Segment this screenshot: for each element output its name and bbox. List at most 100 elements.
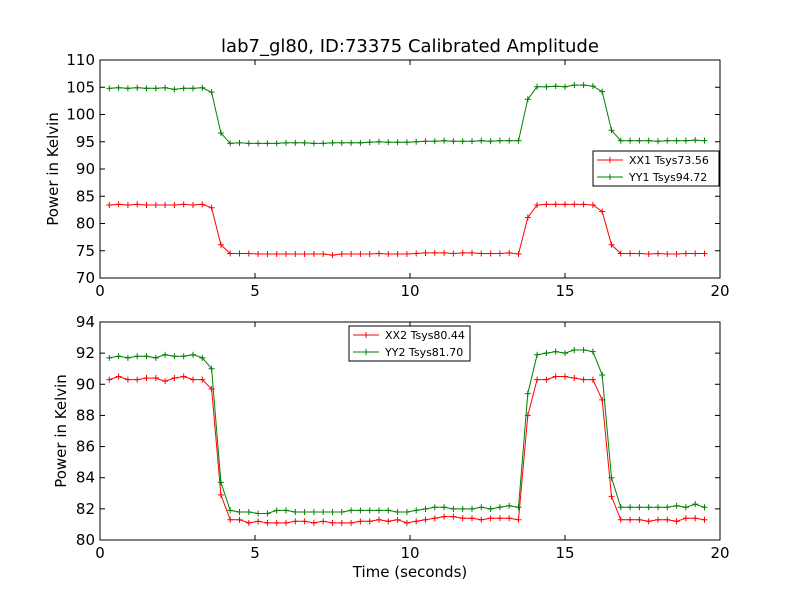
top-data-point-xx1 <box>673 251 680 258</box>
top-data-point-xx1 <box>310 251 317 258</box>
bottom-data-point-xx2 <box>682 515 689 522</box>
bottom-data-point-yy2 <box>524 390 531 397</box>
bottom-data-point-yy2 <box>636 504 643 511</box>
bottom-data-point-yy2 <box>227 507 234 514</box>
top-data-point-yy1 <box>469 138 475 145</box>
bottom-data-point-xx2 <box>608 493 615 500</box>
bottom-data-point-yy2 <box>608 474 615 481</box>
top-x-tick-label: 5 <box>250 282 260 300</box>
top-data-point-xx1 <box>190 201 196 208</box>
bottom-data-point-yy2 <box>394 508 401 515</box>
bottom-data-point-yy2 <box>208 365 215 372</box>
top-x-tick-label: 20 <box>710 282 729 300</box>
top-data-point-xx1 <box>515 251 522 258</box>
top-data-point-xx1 <box>236 250 243 257</box>
bottom-data-point-xx2 <box>273 519 280 526</box>
top-data-point-yy1 <box>376 138 382 145</box>
bottom-data-point-yy2 <box>506 502 513 509</box>
bottom-data-point-yy2 <box>701 504 708 511</box>
top-x-tick-label: 10 <box>400 282 419 300</box>
top-data-point-yy1 <box>283 139 289 146</box>
bottom-data-point-xx2 <box>403 519 410 526</box>
top-data-point-yy1 <box>617 137 624 144</box>
top-data-point-xx1 <box>338 251 345 258</box>
bottom-data-point-yy2 <box>357 507 364 514</box>
top-data-point-xx1 <box>348 251 355 258</box>
top-data-point-xx1 <box>199 201 206 208</box>
bottom-data-point-xx2 <box>106 376 113 383</box>
bottom-y-tick-label: 88 <box>76 406 95 424</box>
top-data-point-yy1 <box>115 84 122 91</box>
bottom-data-point-yy2 <box>190 351 196 358</box>
bottom-data-point-xx2 <box>543 376 550 383</box>
bottom-data-point-xx2 <box>143 375 150 382</box>
top-data-point-xx1 <box>608 241 615 248</box>
bottom-data-point-xx2 <box>264 519 271 526</box>
bottom-y-tick-label: 94 <box>76 313 95 331</box>
top-data-point-xx1 <box>217 241 224 248</box>
top-data-point-xx1 <box>413 250 420 257</box>
bottom-legend-box <box>348 325 471 362</box>
top-data-point-xx1 <box>134 201 141 208</box>
top-data-point-yy1 <box>217 130 224 137</box>
bottom-data-point-xx2 <box>124 376 131 383</box>
top-y-tick-label: 75 <box>76 242 95 260</box>
top-data-point-yy1 <box>152 85 159 92</box>
bottom-data-point-xx2 <box>348 519 355 526</box>
bottom-legend-entry-yy2: YY2 Tsys81.70 <box>353 346 463 359</box>
bottom-data-point-xx2 <box>534 376 541 383</box>
bottom-data-point-yy2 <box>450 505 457 512</box>
top-data-point-yy1 <box>255 140 262 147</box>
top-data-point-yy1 <box>682 137 689 144</box>
bottom-data-point-yy2 <box>134 353 141 360</box>
top-data-point-yy1 <box>124 85 131 92</box>
top-data-point-xx1 <box>385 251 392 258</box>
top-data-point-yy1 <box>292 139 299 146</box>
bottom-data-point-xx2 <box>589 376 596 383</box>
bottom-data-point-xx2 <box>310 519 317 526</box>
bottom-data-point-yy2 <box>115 353 122 360</box>
x-axis-label: Time (seconds) <box>352 563 468 581</box>
top-data-point-xx1 <box>543 201 550 208</box>
top-data-point-yy1 <box>552 83 559 90</box>
top-y-tick-label: 85 <box>76 187 95 205</box>
bottom-data-point-yy2 <box>143 353 150 360</box>
top-data-point-xx1 <box>301 251 308 258</box>
bottom-data-point-yy2 <box>562 350 568 357</box>
bottom-data-point-xx2 <box>190 376 196 383</box>
bottom-data-point-xx2 <box>636 516 643 523</box>
top-data-point-yy1 <box>692 137 699 144</box>
bottom-data-point-xx2 <box>431 515 438 522</box>
top-data-point-yy1 <box>580 82 587 89</box>
top-data-point-xx1 <box>645 251 652 258</box>
top-data-point-yy1 <box>245 140 252 147</box>
bottom-data-point-xx2 <box>320 518 327 525</box>
bottom-data-point-xx2 <box>152 375 159 382</box>
top-data-point-xx1 <box>208 204 215 211</box>
bottom-data-point-xx2 <box>664 516 671 523</box>
bottom-data-point-xx2 <box>562 373 568 380</box>
top-data-point-xx1 <box>394 251 401 258</box>
top-data-point-yy1 <box>627 137 634 144</box>
bottom-data-point-yy2 <box>589 348 596 355</box>
bottom-data-point-xx2 <box>571 375 578 382</box>
top-data-point-yy1 <box>106 85 113 92</box>
bottom-y-tick-label: 82 <box>76 500 95 518</box>
top-legend-entry-yy1: YY1 Tsys94.72 <box>597 171 707 184</box>
bottom-data-point-yy2 <box>422 505 429 512</box>
bottom-data-point-yy2 <box>171 353 178 360</box>
top-data-point-xx1 <box>357 251 364 258</box>
top-data-point-yy1 <box>366 139 373 146</box>
bottom-data-point-xx2 <box>227 516 234 523</box>
bottom-data-point-xx2 <box>338 519 345 526</box>
top-data-point-yy1 <box>673 137 680 144</box>
top-data-point-yy1 <box>496 137 503 144</box>
bottom-data-point-xx2 <box>217 491 224 498</box>
top-data-point-xx1 <box>487 250 494 257</box>
top-data-point-yy1 <box>338 139 345 146</box>
bottom-data-point-yy2 <box>264 510 271 517</box>
top-y-tick-label: 90 <box>76 160 95 178</box>
bottom-data-point-yy2 <box>310 508 317 515</box>
top-data-point-xx1 <box>692 250 699 257</box>
